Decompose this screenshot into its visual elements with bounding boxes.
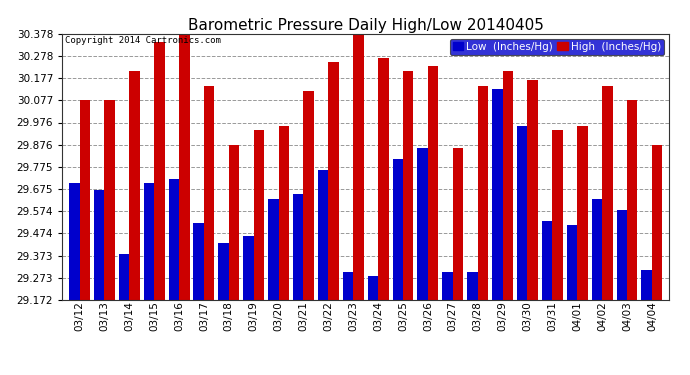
Title: Barometric Pressure Daily High/Low 20140405: Barometric Pressure Daily High/Low 20140… [188,18,544,33]
Bar [119,254,129,300]
Bar [403,71,413,300]
Bar [642,270,652,300]
Bar [453,148,463,300]
Legend: Low  (Inches/Hg), High  (Inches/Hg): Low (Inches/Hg), High (Inches/Hg) [450,39,664,55]
Bar [378,58,388,300]
Bar [527,80,538,300]
Bar [268,199,279,300]
Bar [328,62,339,300]
Bar [343,272,353,300]
Bar [566,225,578,300]
Bar [193,223,204,300]
Bar [417,148,428,300]
Bar [652,145,662,300]
Bar [353,34,364,300]
Bar [591,199,602,300]
Bar [179,34,190,300]
Bar [94,190,104,300]
Bar [104,100,115,300]
Bar [617,210,627,300]
Bar [442,272,453,300]
Bar [293,195,304,300]
Bar [502,71,513,300]
Bar [368,276,378,300]
Bar [602,86,613,300]
Bar [304,91,314,300]
Bar [492,88,502,300]
Bar [318,170,328,300]
Text: Copyright 2014 Cartronics.com: Copyright 2014 Cartronics.com [65,36,221,45]
Bar [229,145,239,300]
Bar [578,126,588,300]
Bar [279,126,289,300]
Bar [69,183,79,300]
Bar [627,100,638,300]
Bar [144,183,154,300]
Bar [428,66,438,300]
Bar [244,236,254,300]
Bar [393,159,403,300]
Bar [542,221,552,300]
Bar [79,100,90,300]
Bar [254,130,264,300]
Bar [218,243,229,300]
Bar [168,179,179,300]
Bar [154,42,165,300]
Bar [517,126,527,300]
Bar [129,71,140,300]
Bar [204,86,215,300]
Bar [477,86,488,300]
Bar [467,272,477,300]
Bar [552,130,563,300]
